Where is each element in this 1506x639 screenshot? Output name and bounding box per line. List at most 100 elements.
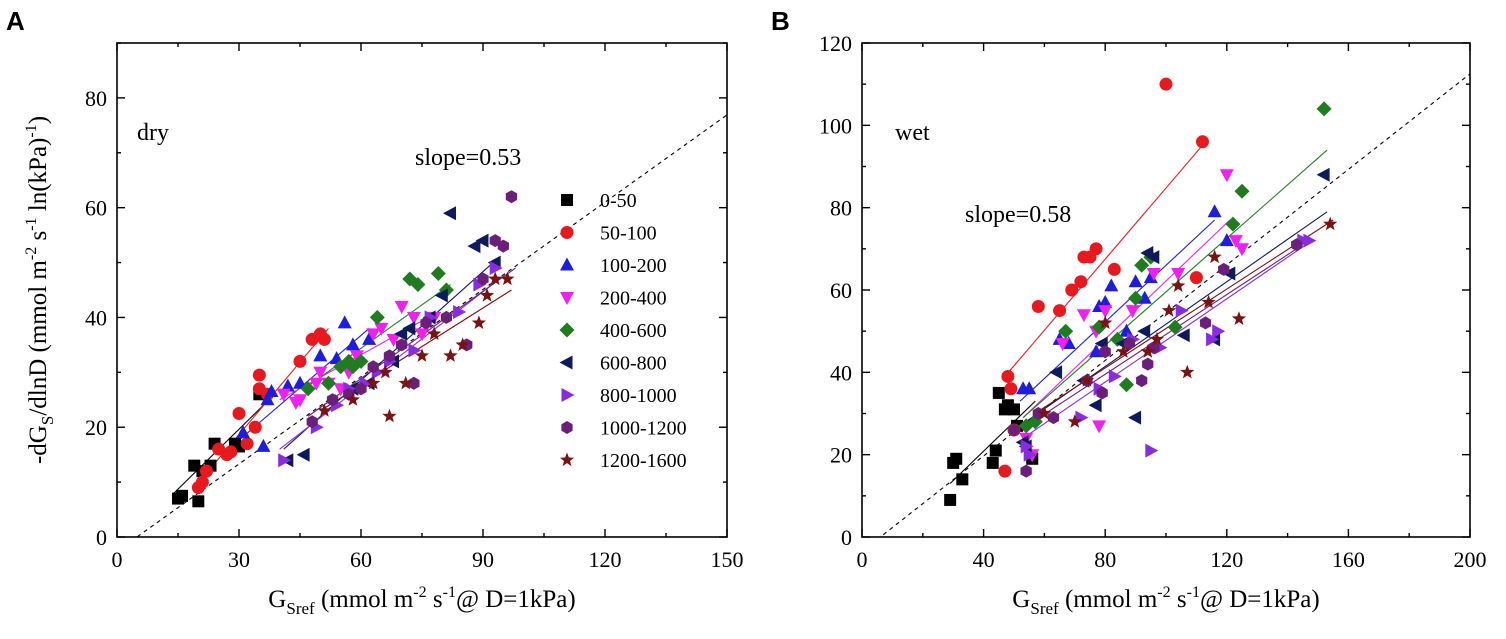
data-point — [1104, 278, 1119, 292]
x-tick-label: 120 — [589, 547, 622, 572]
data-point — [1225, 216, 1241, 232]
data-point — [489, 261, 503, 275]
data-point — [309, 377, 324, 391]
data-point — [1137, 290, 1152, 304]
fit-line-400-600 — [303, 284, 451, 390]
y-axis-label: -dGS/dlnD (mmol m-2 s-1 ln(kPa)-1) — [23, 116, 57, 464]
y-tick-label: 40 — [830, 360, 852, 385]
reference-line — [137, 114, 727, 537]
data-point — [396, 338, 408, 352]
data-point — [1171, 268, 1186, 281]
data-point — [252, 368, 266, 382]
data-point — [256, 438, 271, 452]
fit-line-800-1000 — [1022, 240, 1313, 439]
y-tick-label: 0 — [841, 525, 852, 550]
data-point — [1055, 338, 1070, 351]
data-point — [1098, 305, 1113, 319]
data-point — [349, 350, 364, 364]
data-point — [1076, 309, 1091, 323]
panel-label: B — [771, 6, 790, 36]
data-point — [505, 190, 518, 204]
data-point — [1128, 290, 1144, 306]
y-tick-label: 20 — [830, 443, 852, 468]
series-1000-1200 — [1008, 238, 1303, 478]
data-point — [475, 233, 489, 248]
data-point — [1053, 304, 1067, 318]
data-point — [479, 288, 495, 302]
data-point — [956, 473, 969, 486]
data-point — [1128, 410, 1142, 425]
fit-line-0-50 — [949, 400, 1036, 484]
data-point — [408, 376, 420, 390]
data-point — [1031, 299, 1045, 313]
legend-label: 400-600 — [600, 320, 667, 342]
data-point — [278, 453, 292, 468]
series-1200-1600 — [317, 271, 515, 423]
legend-marker-100-200 — [560, 257, 574, 271]
data-point — [1067, 414, 1082, 428]
fit-line-50-100 — [1004, 141, 1206, 377]
data-point — [386, 333, 401, 347]
data-point — [1175, 303, 1189, 318]
panel-label: A — [6, 6, 25, 36]
legend-marker-1200-1600 — [559, 452, 575, 467]
data-point — [1096, 386, 1108, 400]
data-point — [195, 475, 209, 489]
data-point — [1167, 319, 1183, 335]
data-point — [443, 206, 456, 221]
data-point — [264, 384, 279, 397]
data-point — [1119, 377, 1134, 393]
data-point — [366, 328, 381, 342]
data-point — [353, 353, 369, 369]
data-point — [455, 337, 470, 351]
data-point — [355, 382, 367, 396]
x-tick-label: 60 — [350, 547, 372, 572]
legend-label: 600-800 — [600, 353, 667, 375]
legend-label: 200-400 — [600, 288, 667, 310]
data-point — [402, 321, 416, 336]
data-point — [989, 444, 1002, 457]
data-point — [382, 408, 397, 423]
data-point — [1092, 420, 1107, 434]
data-point — [998, 464, 1012, 478]
data-point — [1020, 464, 1032, 478]
x-axis-label: GSref (mmol m-2 s-1@ D=1kPa) — [1012, 584, 1319, 618]
data-point — [1212, 324, 1226, 339]
x-tick-label: 150 — [711, 547, 744, 572]
data-point — [488, 271, 503, 286]
data-point — [1176, 328, 1190, 343]
data-point — [260, 392, 275, 406]
y-tick-label: 60 — [85, 196, 107, 221]
data-point — [362, 331, 377, 345]
x-tick-label: 90 — [472, 547, 494, 572]
condition-annotation: wet — [895, 120, 930, 146]
data-point — [415, 328, 429, 342]
data-point — [1235, 243, 1249, 257]
data-point — [300, 381, 316, 397]
y-tick-label: 100 — [819, 113, 852, 138]
legend-label: 50-100 — [600, 223, 657, 245]
data-point — [1058, 323, 1074, 339]
data-point — [1303, 233, 1317, 248]
data-point — [1022, 381, 1037, 395]
data-point — [366, 375, 381, 390]
data-point — [500, 271, 515, 286]
x-tick-label: 40 — [973, 547, 995, 572]
data-point — [1037, 406, 1052, 420]
data-point — [1207, 249, 1222, 264]
data-point — [192, 495, 205, 508]
y-tick-label: 120 — [819, 31, 852, 56]
data-point — [199, 464, 213, 478]
data-point — [1316, 101, 1332, 117]
data-point — [1145, 443, 1159, 458]
data-point — [1023, 447, 1037, 462]
data-point — [306, 415, 318, 429]
data-point — [1218, 262, 1230, 276]
data-point — [1180, 364, 1195, 379]
legend-label: 1200-1600 — [600, 450, 687, 472]
legend-marker-600-800 — [559, 355, 573, 370]
data-point — [367, 360, 379, 374]
data-point — [1146, 268, 1161, 281]
